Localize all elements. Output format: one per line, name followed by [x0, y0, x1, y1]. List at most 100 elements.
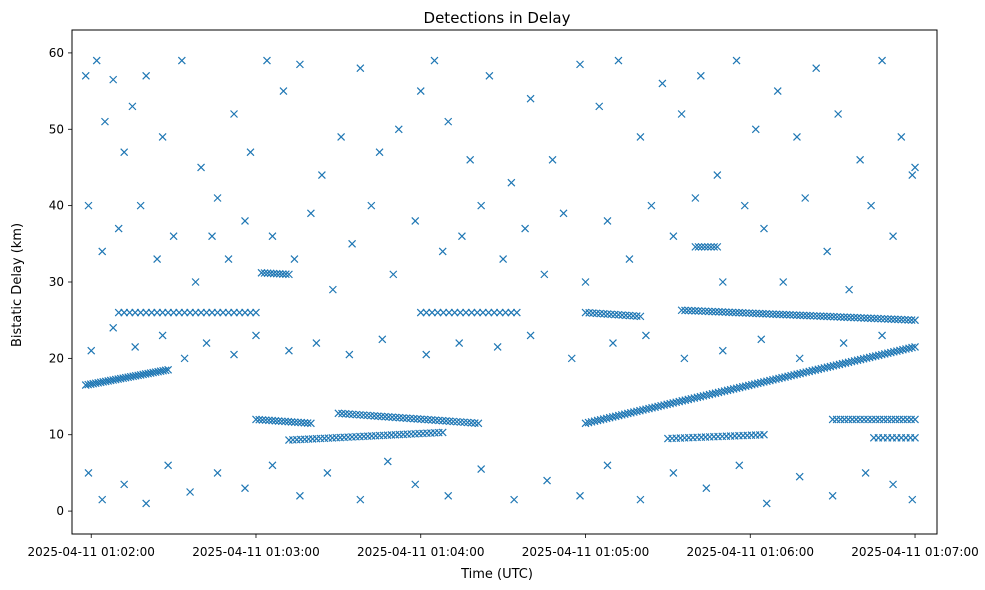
- y-tick-label-1: 10: [49, 428, 64, 442]
- data-point-480: [762, 309, 771, 318]
- data-point-97: [312, 339, 321, 348]
- data-point-175: [161, 366, 170, 375]
- data-point-14: [279, 87, 288, 96]
- data-point-52: [169, 232, 178, 241]
- data-point-382: [741, 382, 750, 391]
- data-point-320: [467, 308, 476, 317]
- data-point-338: [608, 413, 617, 421]
- data-point-322: [479, 308, 487, 317]
- data-point-578: [911, 415, 919, 424]
- data-point-224: [287, 418, 296, 426]
- data-point-364: [687, 394, 696, 403]
- data-point-142: [908, 495, 917, 504]
- data-point-54: [208, 232, 216, 241]
- data-point-347: [636, 406, 644, 415]
- data-point-40: [793, 132, 801, 141]
- data-point-421: [859, 354, 868, 363]
- data-point-31: [614, 56, 623, 65]
- data-point-483: [772, 310, 781, 319]
- data-point-466: [714, 307, 723, 316]
- data-point-504: [843, 313, 852, 322]
- data-point-493: [806, 311, 815, 320]
- data-point-77: [691, 194, 700, 202]
- data-point-432: [892, 347, 901, 356]
- data-point-94: [230, 350, 238, 359]
- data-point-467: [718, 308, 727, 316]
- data-point-330: [584, 418, 593, 427]
- data-point-350: [645, 404, 653, 413]
- data-point-379: [732, 384, 741, 393]
- data-point-26: [507, 178, 516, 187]
- data-point-510: [863, 314, 872, 323]
- y-tick-label-3: 30: [49, 275, 64, 289]
- y-tick-label-5: 50: [49, 122, 64, 136]
- data-point-339: [611, 412, 620, 421]
- data-point-517: [887, 315, 896, 324]
- data-point-522: [904, 315, 913, 324]
- data-point-369: [702, 391, 711, 400]
- data-point-129: [510, 495, 519, 504]
- data-point-113: [84, 468, 93, 477]
- data-point-456: [681, 306, 689, 315]
- data-point-333: [593, 416, 602, 425]
- data-point-46: [911, 163, 919, 172]
- data-point-270: [438, 428, 447, 437]
- data-point-20: [394, 125, 403, 134]
- data-point-472: [735, 308, 744, 317]
- data-point-433: [895, 346, 904, 355]
- data-point-455: [677, 306, 686, 315]
- data-point-80: [760, 224, 768, 233]
- y-axis-ticks: 0 10 20 30 40 50 60: [49, 46, 72, 518]
- data-point-485: [779, 310, 788, 319]
- data-point-13: [263, 56, 271, 65]
- data-point-372: [711, 389, 720, 398]
- x-tick-label-4: 2025-04-11 01:06:00: [687, 545, 814, 559]
- x-axis-ticks: 2025-04-11 01:02:00 2025-04-11 01:03:00 20…: [27, 534, 979, 559]
- data-point-345: [629, 408, 638, 416]
- data-point-139: [828, 491, 837, 500]
- plot-area: [72, 30, 937, 534]
- data-point-343: [623, 409, 632, 418]
- data-point-358: [669, 399, 678, 407]
- data-point-24: [466, 155, 475, 164]
- data-point-59: [306, 209, 315, 218]
- data-point-25: [485, 71, 494, 80]
- data-point-211: [281, 270, 290, 279]
- data-point-120: [241, 484, 249, 493]
- data-point-434: [899, 345, 907, 354]
- data-point-526: [694, 242, 703, 251]
- data-point-327: [507, 308, 516, 317]
- data-point-497: [819, 312, 828, 321]
- data-point-390: [765, 376, 774, 385]
- data-point-203: [257, 268, 266, 277]
- data-point-488: [789, 311, 798, 319]
- data-point-221: [277, 417, 286, 426]
- data-point-202: [252, 308, 260, 317]
- data-point-108: [718, 346, 727, 355]
- data-point-55: [224, 255, 233, 264]
- data-point-371: [708, 389, 717, 398]
- data-point-101: [455, 339, 464, 348]
- data-point-468: [721, 308, 730, 317]
- y-tick-label-4: 40: [49, 199, 64, 213]
- data-point-461: [697, 307, 706, 316]
- data-point-127: [444, 491, 453, 500]
- data-point-68: [499, 255, 508, 264]
- data-point-413: [835, 360, 844, 369]
- chart-title: Detections in Delay: [424, 9, 571, 27]
- data-point-460: [694, 307, 703, 315]
- y-axis-label: Bistatic Delay (km): [10, 223, 25, 347]
- data-point-348: [639, 406, 647, 414]
- data-point-205: [263, 269, 272, 278]
- data-point-137: [762, 499, 771, 508]
- data-point-312: [422, 308, 431, 317]
- data-point-57: [268, 232, 277, 241]
- data-point-403: [805, 367, 814, 376]
- data-point-458: [687, 306, 696, 315]
- data-point-71: [559, 209, 568, 218]
- data-point-27: [526, 94, 535, 103]
- data-point-387: [756, 378, 765, 387]
- data-point-374: [717, 387, 726, 396]
- data-point-82: [801, 194, 810, 202]
- data-point-409: [823, 363, 832, 372]
